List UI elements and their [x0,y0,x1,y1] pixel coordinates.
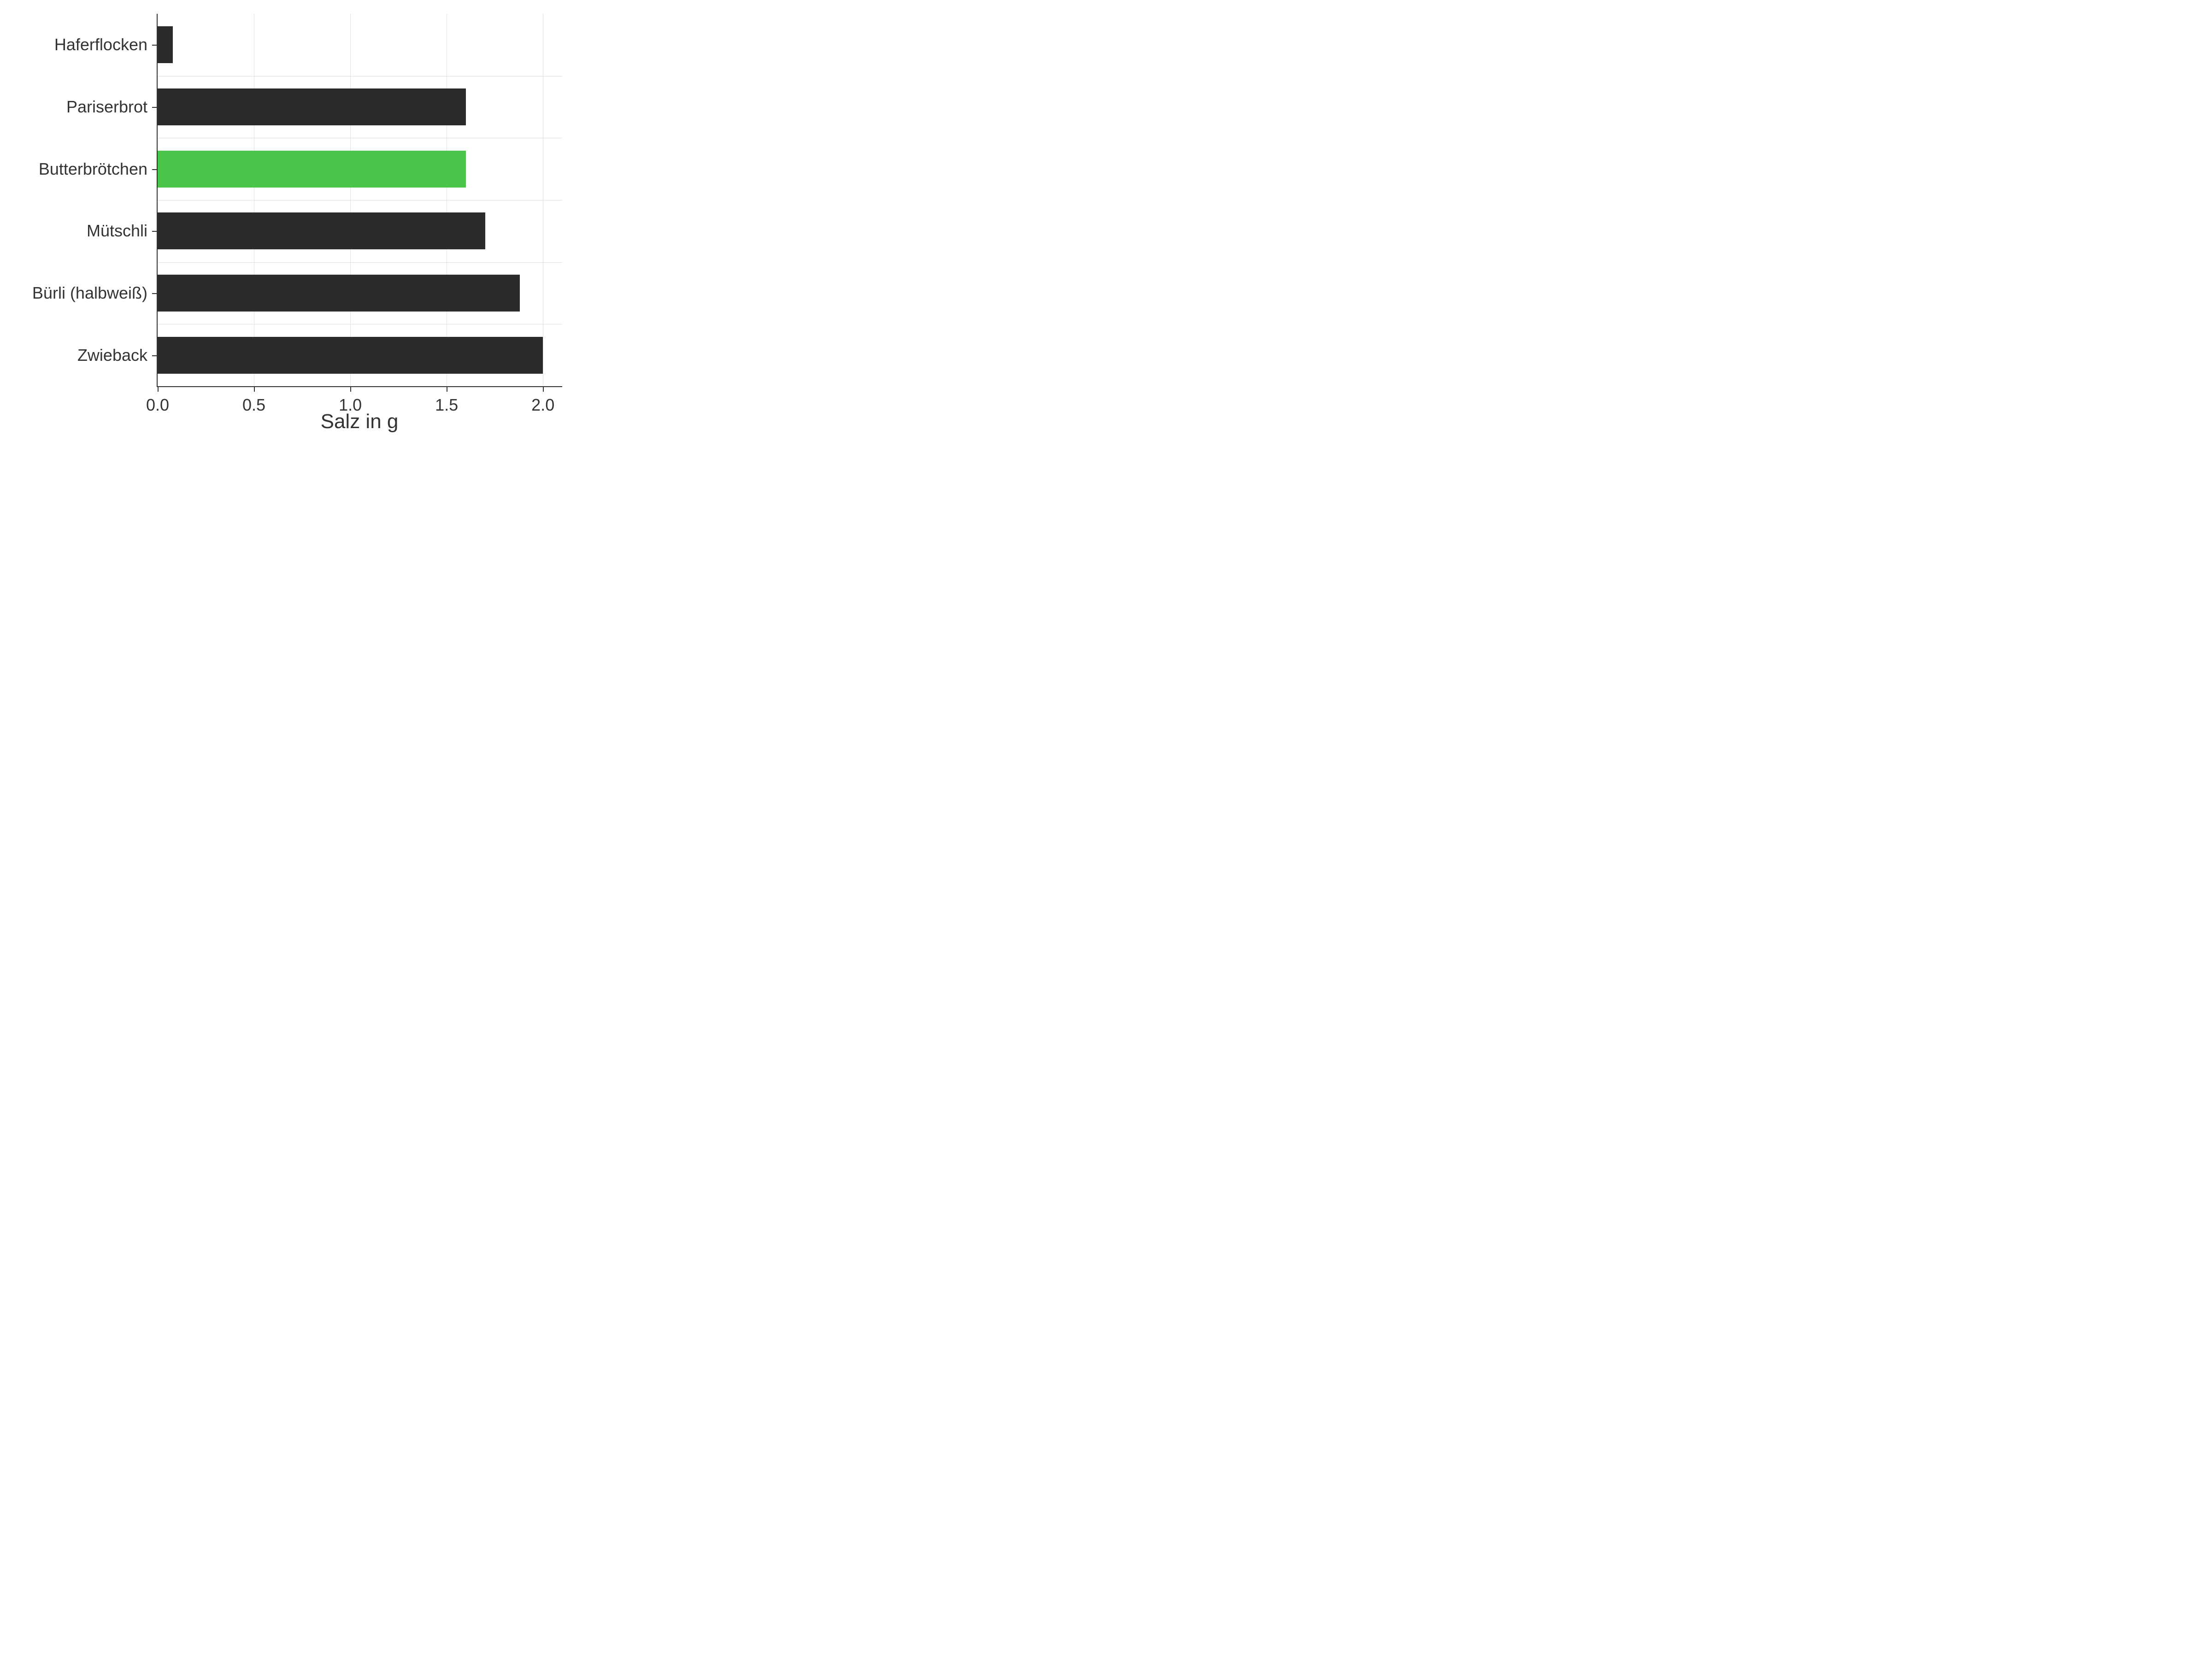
bar [158,151,466,188]
x-tick [158,386,159,392]
y-tick-label: Zwieback [77,346,147,365]
y-tick-label: Pariserbrot [66,97,147,117]
x-axis-title: Salz in g [157,410,562,433]
bar-chart: 0.00.51.01.52.0HaferflockenPariserbrotBu… [0,0,590,442]
bar [158,26,173,63]
bar [158,275,520,312]
y-tick [152,355,158,356]
x-tick [350,386,351,392]
y-tick-label: Bürli (halbweiß) [32,283,147,303]
x-tick [254,386,255,392]
bar [158,88,466,125]
y-tick-label: Mütschli [87,221,147,241]
gridline-h [158,262,562,263]
y-tick-label: Haferflocken [54,35,147,54]
y-tick [152,107,158,108]
x-tick [543,386,544,392]
bar [158,212,485,249]
y-tick [152,169,158,170]
plot-area: 0.00.51.01.52.0HaferflockenPariserbrotBu… [157,14,562,387]
y-tick-label: Butterbrötchen [39,159,147,179]
y-tick [152,45,158,46]
bar [158,337,543,374]
y-tick [152,231,158,232]
y-tick [152,293,158,294]
